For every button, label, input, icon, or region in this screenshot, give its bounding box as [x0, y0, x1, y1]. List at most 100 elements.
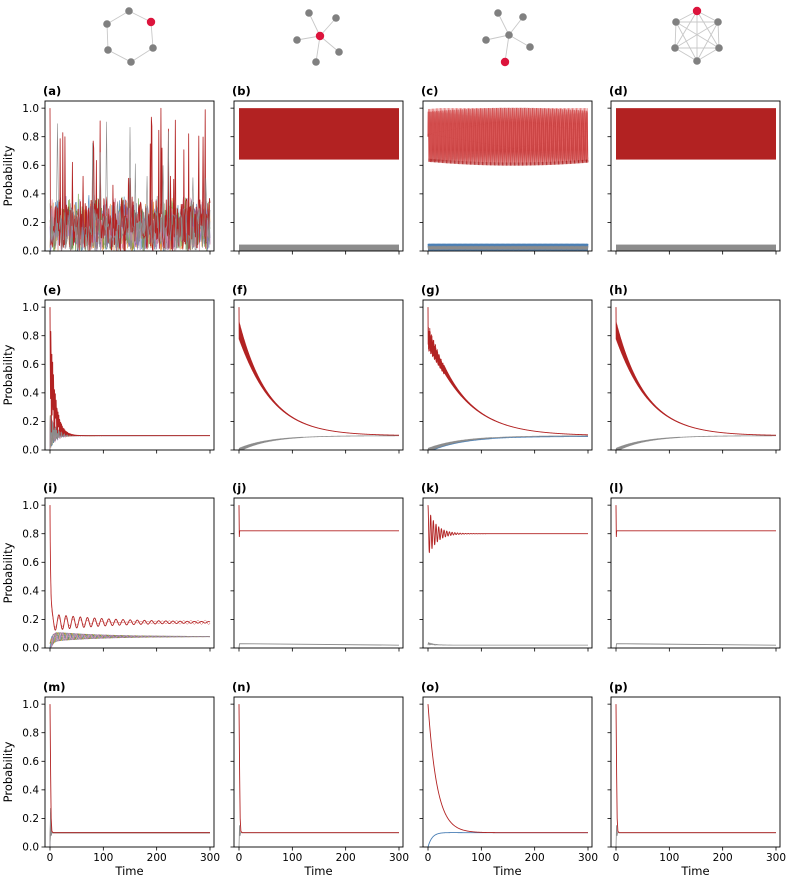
series-line-other-2 — [49, 415, 210, 450]
x-tick-label: 300 — [766, 852, 786, 864]
series-line-others — [238, 435, 399, 450]
panel-label: (c) — [421, 84, 438, 98]
series-line-others — [615, 643, 777, 648]
x-axis-label: Time — [680, 864, 709, 878]
graph-edge — [675, 21, 698, 62]
series-line-other-0 — [238, 825, 399, 847]
panel-label: (p) — [609, 680, 628, 694]
plot-area — [615, 307, 777, 450]
axes-frame — [422, 696, 593, 848]
graph-node — [482, 36, 490, 44]
axes-frame — [233, 299, 404, 451]
plot-area — [238, 704, 399, 847]
y-tick-label: 0.0 — [22, 445, 39, 457]
panel-label: (k) — [421, 481, 439, 495]
graph-node-marked — [500, 57, 510, 67]
axes-frame — [422, 100, 593, 252]
graph-icon-star-center — [293, 9, 343, 66]
y-tick-label: 0.4 — [22, 785, 39, 797]
series-line-other-0 — [49, 415, 211, 450]
panel-l: (l) — [607, 481, 781, 652]
series-band-others — [239, 244, 399, 251]
graph-node-marked — [692, 6, 702, 16]
graph-node — [335, 48, 343, 56]
plot-area — [49, 505, 211, 648]
panel-b: (b) — [230, 84, 404, 255]
panel-m: (m) 0 100 200 300 0.0 0.2 0.4 0.6 0.8 1.0 Probabili… — [1, 680, 220, 878]
panel-label: (a) — [43, 84, 61, 98]
panel-label: (e) — [43, 283, 61, 297]
graph-node — [149, 44, 157, 52]
y-tick-label: 0.8 — [22, 131, 39, 143]
series-line-marked — [49, 505, 211, 631]
graph-edge — [485, 34, 510, 41]
graph-node — [693, 57, 701, 65]
y-tick-label: 0.2 — [22, 813, 39, 825]
axes-frame — [44, 299, 215, 451]
plot-area — [615, 505, 777, 648]
axes-frame — [233, 497, 404, 649]
y-tick-label: 0.0 — [22, 246, 39, 258]
x-tick-label: 300 — [389, 852, 409, 864]
axes-frame — [610, 299, 781, 451]
y-tick-label: 1.0 — [22, 699, 39, 711]
panel-label: (l) — [609, 481, 623, 495]
series-line-other-spikes — [49, 121, 211, 251]
panel-o: (o) 0 100 200 300 Time — [419, 680, 598, 878]
series-line-other-1 — [49, 820, 210, 847]
y-tick-label: 0.4 — [22, 586, 39, 598]
y-tick-label: 0.0 — [22, 842, 39, 854]
graph-edge — [107, 49, 132, 63]
y-tick-label: 0.6 — [22, 756, 39, 768]
plot-area — [616, 108, 776, 251]
panel-label: (j) — [232, 481, 246, 495]
y-tick-label: 0.6 — [22, 557, 39, 569]
y-tick-label: 0.8 — [22, 330, 39, 342]
plot-area — [49, 107, 211, 251]
panel-g: (g) — [419, 283, 593, 454]
axes-frame — [610, 497, 781, 649]
series-line-other-3 — [49, 417, 210, 450]
x-tick-label: 300 — [578, 852, 598, 864]
graph-edge — [717, 21, 720, 49]
y-tick-label: 0.0 — [22, 643, 39, 655]
y-tick-label: 1.0 — [22, 103, 39, 115]
x-tick-label: 0 — [613, 852, 620, 864]
panel-label: (h) — [609, 283, 628, 297]
x-tick-label: 200 — [147, 852, 167, 864]
x-tick-label: 100 — [93, 852, 113, 864]
series-line-marked — [427, 704, 588, 834]
y-axis-label: Probability — [1, 344, 15, 405]
y-tick-label: 1.0 — [22, 500, 39, 512]
series-line-other-2 — [49, 816, 210, 847]
panel-label: (b) — [232, 84, 251, 98]
graph-edge — [674, 47, 698, 62]
graph-node — [671, 44, 679, 52]
series-line-marked — [238, 307, 400, 436]
series-line-others — [427, 832, 588, 847]
series-line-marked — [238, 704, 399, 834]
graph-edge — [508, 34, 531, 48]
axes-frame — [233, 100, 404, 252]
panel-n: (n) 0 100 200 300 Time — [230, 680, 409, 878]
series-line-other-5 — [49, 632, 211, 648]
x-axis-label: Time — [303, 864, 332, 878]
series-line-other-4 — [49, 808, 210, 847]
series-line-marked — [427, 505, 589, 554]
axes-frame — [422, 497, 593, 649]
plot-area — [615, 704, 776, 847]
graph-edge — [674, 21, 677, 49]
panel-a: (a) 0.0 0.2 0.4 0.6 0.8 1.0 Probability — [1, 84, 215, 258]
graph-node-marked — [315, 31, 325, 41]
y-tick-label: 0.2 — [22, 614, 39, 626]
axes-frame — [233, 696, 404, 848]
panel-label: (o) — [421, 680, 439, 694]
graph-icon-complete — [671, 6, 723, 65]
panel-label: (i) — [43, 481, 57, 495]
x-tick-label: 200 — [336, 852, 356, 864]
panel-f: (f) — [230, 283, 404, 454]
x-tick-label: 100 — [659, 852, 679, 864]
x-tick-label: 100 — [282, 852, 302, 864]
series-line-others — [427, 435, 588, 450]
graph-node — [293, 36, 301, 44]
